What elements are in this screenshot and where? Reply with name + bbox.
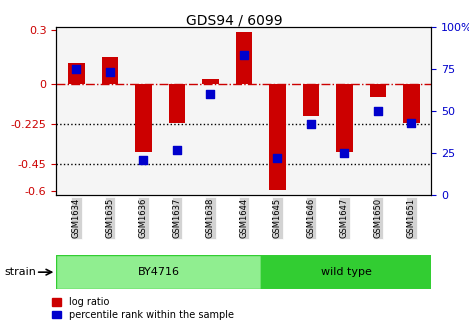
Legend: log ratio, percentile rank within the sample: log ratio, percentile rank within the sa… <box>52 297 234 320</box>
Point <box>140 157 147 162</box>
Text: BY4716: BY4716 <box>137 267 180 277</box>
Bar <box>336 84 353 152</box>
Point <box>240 53 248 58</box>
Text: GSM1638: GSM1638 <box>206 198 215 238</box>
Point <box>73 66 80 72</box>
Bar <box>168 84 185 123</box>
Text: GSM1644: GSM1644 <box>239 198 249 238</box>
Text: GSM1650: GSM1650 <box>373 198 382 238</box>
Text: GSM1635: GSM1635 <box>106 198 114 238</box>
Text: strain: strain <box>5 267 37 277</box>
Point <box>408 120 415 125</box>
Bar <box>370 84 386 96</box>
Text: GSM1645: GSM1645 <box>273 198 282 238</box>
Text: GSM1647: GSM1647 <box>340 198 349 238</box>
FancyBboxPatch shape <box>261 255 431 289</box>
Point <box>340 150 348 156</box>
Bar <box>68 62 85 84</box>
Bar <box>403 84 420 123</box>
Bar <box>303 84 319 116</box>
Point <box>106 70 113 75</box>
Point <box>273 155 281 161</box>
FancyBboxPatch shape <box>56 255 261 289</box>
Text: GSM1634: GSM1634 <box>72 198 81 238</box>
Text: GSM1637: GSM1637 <box>173 198 182 238</box>
Bar <box>101 57 118 84</box>
Text: GSM1636: GSM1636 <box>139 198 148 238</box>
Bar <box>235 32 252 84</box>
Bar <box>269 84 286 190</box>
Text: wild type: wild type <box>321 267 371 277</box>
Point <box>374 108 382 114</box>
Point <box>307 122 315 127</box>
Point <box>207 91 214 97</box>
Text: GDS94 / 6099: GDS94 / 6099 <box>186 13 283 28</box>
Text: GSM1646: GSM1646 <box>306 198 315 238</box>
Point <box>173 147 181 152</box>
Bar <box>135 84 152 152</box>
Text: GSM1651: GSM1651 <box>407 198 416 238</box>
Bar <box>202 79 219 84</box>
